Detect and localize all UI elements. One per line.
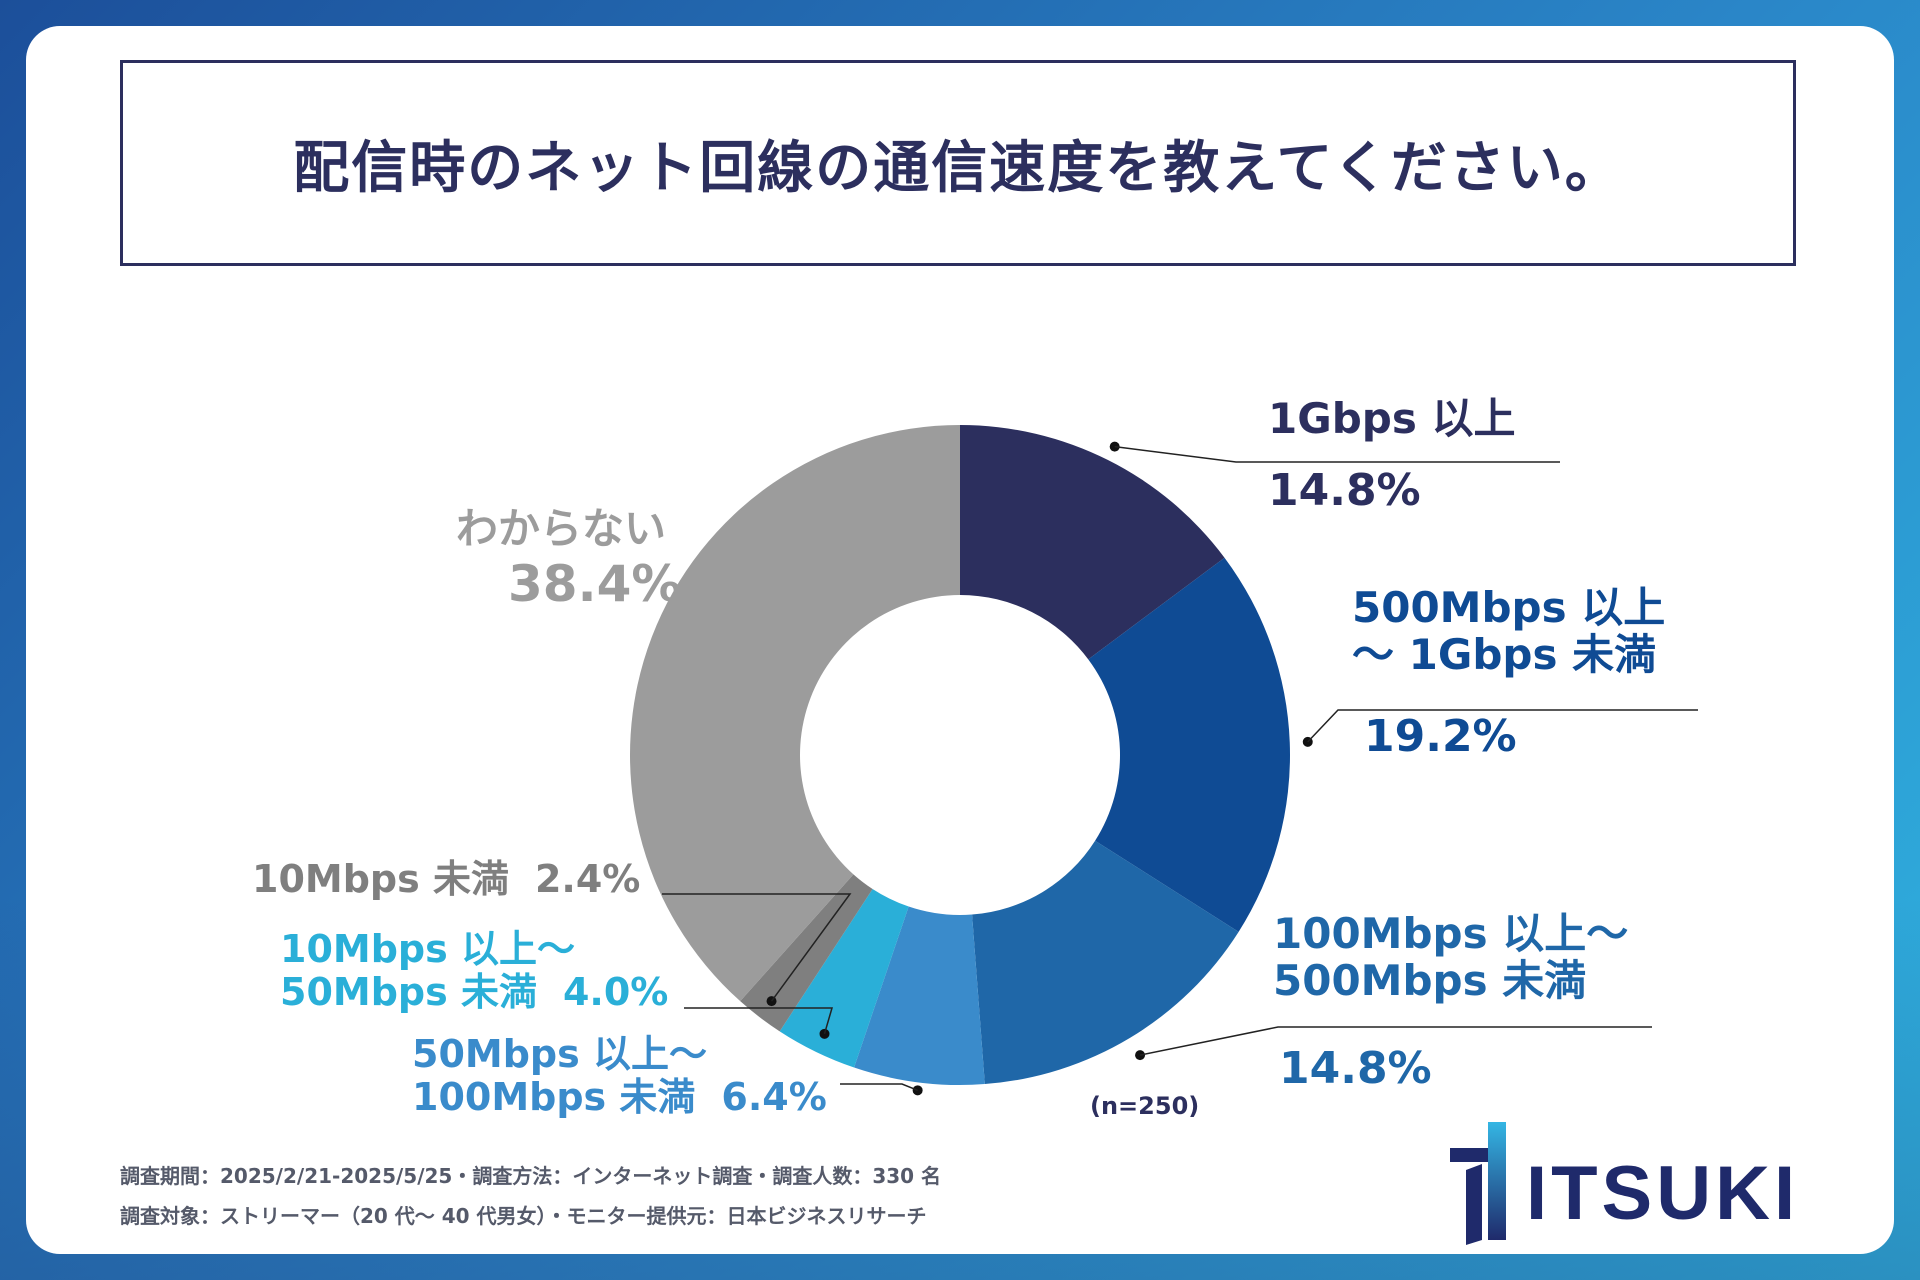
label-50mbps-pct: 6.4% [721,1074,827,1119]
leader-s3 [1135,1026,1652,1061]
slice-s1 [960,425,1225,660]
title-box: 配信時のネット回線の通信速度を教えてください。 [120,60,1796,266]
leader-s4 [840,1083,923,1096]
label-under-10mbps-pct: 2.4% [534,857,641,901]
slice-s5 [779,889,909,1068]
label-10mbps-50mbps: 10Mbps 以上〜 50Mbps 未満 4.0% [280,928,668,1013]
label-500mbps-line2: 〜 1Gbps 未満 [1352,630,1657,680]
label-unknown: わからない 38.4% [456,505,681,612]
label-50mbps-line2: 100Mbps 未満 [412,1074,696,1119]
leader-line-s4 [840,1083,918,1092]
leader-s2 [1302,709,1698,747]
leader-s5 [684,1007,833,1039]
label-unknown-name: わからない [456,504,667,553]
slice-s4 [854,906,985,1085]
slice-s2 [1088,557,1290,932]
logo-text: ITSUKI [1526,1151,1800,1236]
label-10mbps-pct: 4.0% [562,969,669,1014]
leader-s1 [1109,441,1560,463]
label-100mbps-line1: 100Mbps 以上〜 [1273,909,1629,958]
label-50mbps-100mbps: 50Mbps 以上〜 100Mbps 未満 6.4% [412,1033,827,1118]
leader-line-s6 [662,893,852,1002]
page-title: 配信時のネット回線の通信速度を教えてください。 [293,135,1623,201]
label-10mbps-line1: 10Mbps 以上〜 [280,927,575,971]
label-500mbps-1gbps: 500Mbps 以上 〜 1Gbps 未満 19.2% [1352,584,1665,761]
slice-s7 [629,425,960,1002]
leader-line-s2 [1307,709,1698,743]
label-100mbps-pct: 14.8% [1279,1043,1432,1095]
label-500mbps-line1: 500Mbps 以上 [1352,583,1666,632]
leader-line-s5 [684,1007,833,1035]
label-100mbps-500mbps: 100Mbps 以上〜 500Mbps 未満 14.8% [1273,910,1628,1093]
label-1gbps: 1Gbps 以上 14.8% [1268,395,1515,515]
leader-s6 [662,893,852,1007]
survey-info-line1: 調査期間：2025/2/21-2025/5/25・調査方法：インターネット調査・… [120,1164,942,1188]
label-unknown-pct: 38.4% [508,555,682,614]
logo-mark-icon [1450,1122,1506,1245]
label-1gbps-name: 1Gbps 以上 [1268,394,1516,443]
slice-s3 [972,840,1239,1085]
label-1gbps-pct: 14.8% [1268,465,1421,517]
label-10mbps-line2: 50Mbps 未満 [280,969,537,1014]
label-50mbps-line1: 50Mbps 以上〜 [412,1032,707,1076]
itsuki-logo: ITSUKI [1440,1120,1820,1250]
leader-line-s3 [1139,1026,1652,1056]
label-100mbps-line2: 500Mbps 未満 [1273,956,1587,1006]
label-500mbps-pct: 19.2% [1364,711,1517,763]
survey-info-line2: 調査対象：ストリーマー（20 代〜 40 代男女）・モニター提供元：日本ビジネス… [120,1204,927,1228]
sample-size-note: (n=250) [1090,1092,1200,1120]
label-under-10mbps-name: 10Mbps 未満 [252,857,509,901]
leader-line-s1 [1114,445,1560,463]
label-under-10mbps: 10Mbps 未満 2.4% [252,858,640,901]
